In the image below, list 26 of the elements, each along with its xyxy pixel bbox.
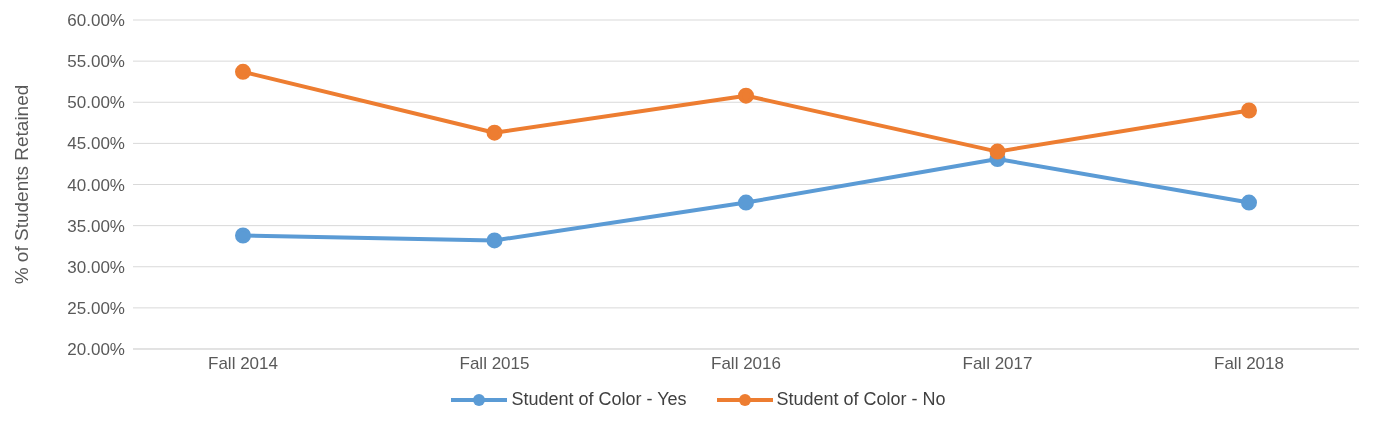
y-tick-label: 25.00% [67, 298, 125, 318]
point [738, 87, 754, 104]
x-tick-label: Fall 2018 [1214, 354, 1284, 374]
x-tick-label: Fall 2014 [208, 354, 278, 374]
y-tick-label: 40.00% [67, 175, 125, 195]
x-tick-label: Fall 2015 [459, 354, 530, 374]
point [738, 194, 754, 211]
point [1241, 194, 1257, 211]
y-tick-label: 35.00% [67, 216, 125, 236]
legend-label: Student of Color - Yes [511, 389, 687, 410]
legend-label: Student of Color - No [776, 389, 946, 410]
point [235, 227, 251, 244]
y-tick-label: 20.00% [67, 340, 125, 360]
x-tick-label: Fall 2016 [711, 354, 781, 374]
point [1241, 102, 1257, 119]
y-tick-label: 55.00% [67, 52, 125, 72]
point [235, 63, 251, 80]
y-tick-label: 45.00% [67, 134, 125, 154]
point [989, 143, 1006, 160]
y-tick-label: 60.00% [67, 11, 125, 31]
point [486, 232, 503, 249]
x-tick-label: Fall 2017 [962, 354, 1033, 374]
point [486, 124, 503, 141]
y-axis-title: % of Students Retained [10, 84, 32, 285]
y-tick-label: 50.00% [67, 93, 125, 113]
y-tick-label: 30.00% [67, 257, 125, 277]
